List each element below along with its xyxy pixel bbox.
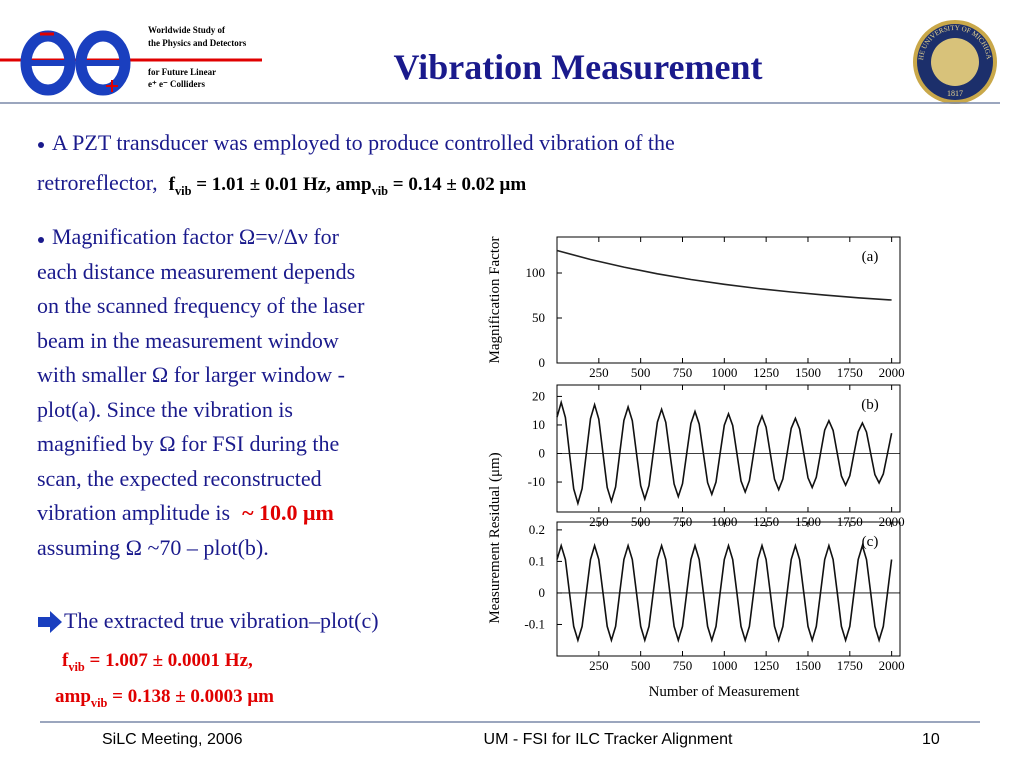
text-line: scan, the expected reconstructed: [37, 466, 322, 492]
result-part: vib: [68, 659, 85, 674]
x-tick-label: 1500: [795, 365, 821, 380]
y-tick-label: 0: [539, 355, 546, 370]
y-axis-label: Magnification Factor: [487, 236, 503, 363]
text-line: vibration amplitude is ~ 10.0 μm: [37, 500, 334, 526]
x-tick-label: 1000: [711, 365, 737, 380]
text-line: with smaller Ω for larger window -: [37, 362, 345, 388]
x-tick-label: 750: [673, 365, 693, 380]
result-part: = 0.138 ± 0.0003 μm: [107, 686, 274, 707]
y-tick-label: 10: [532, 417, 545, 432]
x-tick-label: 500: [631, 658, 651, 673]
result: ampvib = 0.138 ± 0.0003 μm: [55, 686, 274, 711]
result: fvib = 1.007 ± 0.0001 Hz,: [62, 650, 253, 675]
result-part: = 1.007 ± 0.0001 Hz,: [84, 650, 253, 671]
y-tick-label: 0.1: [529, 553, 545, 568]
seal-year: 1817: [947, 89, 963, 98]
x-tick-label: 1750: [837, 658, 863, 673]
text-line: on the scanned frequency of the laser: [37, 293, 364, 319]
text-run: retroreflector,: [37, 170, 158, 195]
data-line: [556, 542, 893, 643]
text-run: beam in the measurement window: [37, 327, 339, 353]
bullet: [38, 237, 44, 243]
text-run: each distance measurement depends: [37, 258, 356, 284]
y-tick-label: -0.1: [524, 616, 545, 631]
result-part: f: [62, 650, 69, 671]
result-part: vib: [90, 695, 108, 710]
figure: 250 500 750 1000 1250 1500 1750 2000050100(a)Ma…: [487, 236, 905, 700]
logo-text: Worldwide Study of: [148, 25, 226, 35]
logo-text: for Future Linear: [148, 67, 217, 77]
panel-label: (c): [862, 534, 879, 550]
x-tick-label: 500: [631, 365, 651, 380]
text-run: on the scanned frequency of the laser: [37, 293, 365, 318]
footer-left: SiLC Meeting, 2006: [102, 731, 243, 748]
highlight: ~ 10.0 μm: [242, 500, 334, 525]
y-axis-label: Measurement Residual (μm): [487, 452, 503, 623]
text-line: The extracted true vibration–plot(c): [64, 608, 379, 633]
page-number: 10: [922, 731, 940, 748]
data-line: [556, 399, 893, 507]
text-run: magnified by Ω for FSI during the: [37, 431, 340, 456]
formula-part: vib: [174, 183, 192, 198]
logo-text: e⁺ e⁻ Colliders: [148, 79, 205, 89]
panel-label: (b): [861, 397, 879, 413]
panel-frame: [556, 521, 901, 657]
y-tick-label: 0: [539, 445, 546, 460]
y-tick-label: 100: [526, 265, 546, 280]
panel-frame: [556, 384, 901, 513]
x-tick-label: 250: [589, 658, 609, 673]
bullet: [38, 142, 44, 148]
text-line: beam in the measurement window: [37, 328, 339, 354]
formula-part: vib: [371, 183, 389, 198]
text-line: magnified by Ω for FSI during the: [37, 431, 339, 457]
text-line: A PZT transducer was employed to produce…: [52, 130, 675, 155]
data-line: [556, 249, 892, 301]
title: Vibration Measurement: [393, 47, 763, 87]
x-tick-label: 1500: [795, 658, 821, 673]
x-axis-label: Number of Measurement: [649, 684, 801, 700]
text-run: Magnification factor Ω=ν/Δν for: [52, 224, 339, 249]
panel-frame: [556, 236, 901, 364]
y-tick-label: 0: [539, 585, 546, 600]
logo-text: the Physics and Detectors: [148, 38, 247, 48]
x-tick-label: 1250: [753, 365, 779, 380]
text-line: each distance measurement depends: [37, 259, 355, 285]
text-line: Magnification factor Ω=ν/Δν for: [52, 224, 339, 250]
formula: fvib = 1.01 ± 0.01 Hz, ampvib = 0.14 ± 0…: [168, 174, 527, 198]
arrow: [38, 611, 62, 633]
logo: [0, 30, 262, 96]
x-tick-label: 250: [589, 365, 609, 380]
x-tick-label: 1000: [711, 658, 737, 673]
result-part: amp: [55, 686, 91, 707]
formula-part: = 0.14 ± 0.02 μm: [388, 174, 527, 195]
y-tick-label: 0.2: [529, 522, 545, 537]
text-line: assuming Ω ~70 – plot(b).: [37, 535, 269, 561]
text-line: retroreflector, fvib = 1.01 ± 0.01 Hz, a…: [37, 170, 526, 199]
y-tick-label: 50: [532, 310, 545, 325]
x-tick-label: 1250: [753, 658, 779, 673]
text-run: scan, the expected reconstructed: [37, 465, 322, 491]
formula-part: = 1.01 ± 0.01 Hz, amp: [191, 174, 372, 195]
x-tick-label: 2000: [879, 658, 905, 673]
text-run: plot(a). Since the vibration is: [37, 396, 293, 422]
text-run: assuming Ω ~70 – plot(b).: [37, 534, 269, 560]
x-tick-label: 2000: [879, 365, 905, 380]
y-tick-label: 20: [532, 388, 545, 403]
text-line: plot(a). Since the vibration is: [37, 397, 293, 423]
panel-label: (a): [862, 249, 879, 265]
footer-center: UM - FSI for ILC Tracker Alignment: [483, 731, 733, 748]
text-run: with smaller Ω for larger window -: [37, 362, 345, 387]
formula-part: f: [168, 174, 175, 195]
x-tick-label: 1750: [837, 365, 863, 380]
text-run: vibration amplitude is: [37, 500, 231, 525]
x-tick-label: 750: [673, 658, 693, 673]
y-tick-label: -10: [528, 474, 545, 489]
